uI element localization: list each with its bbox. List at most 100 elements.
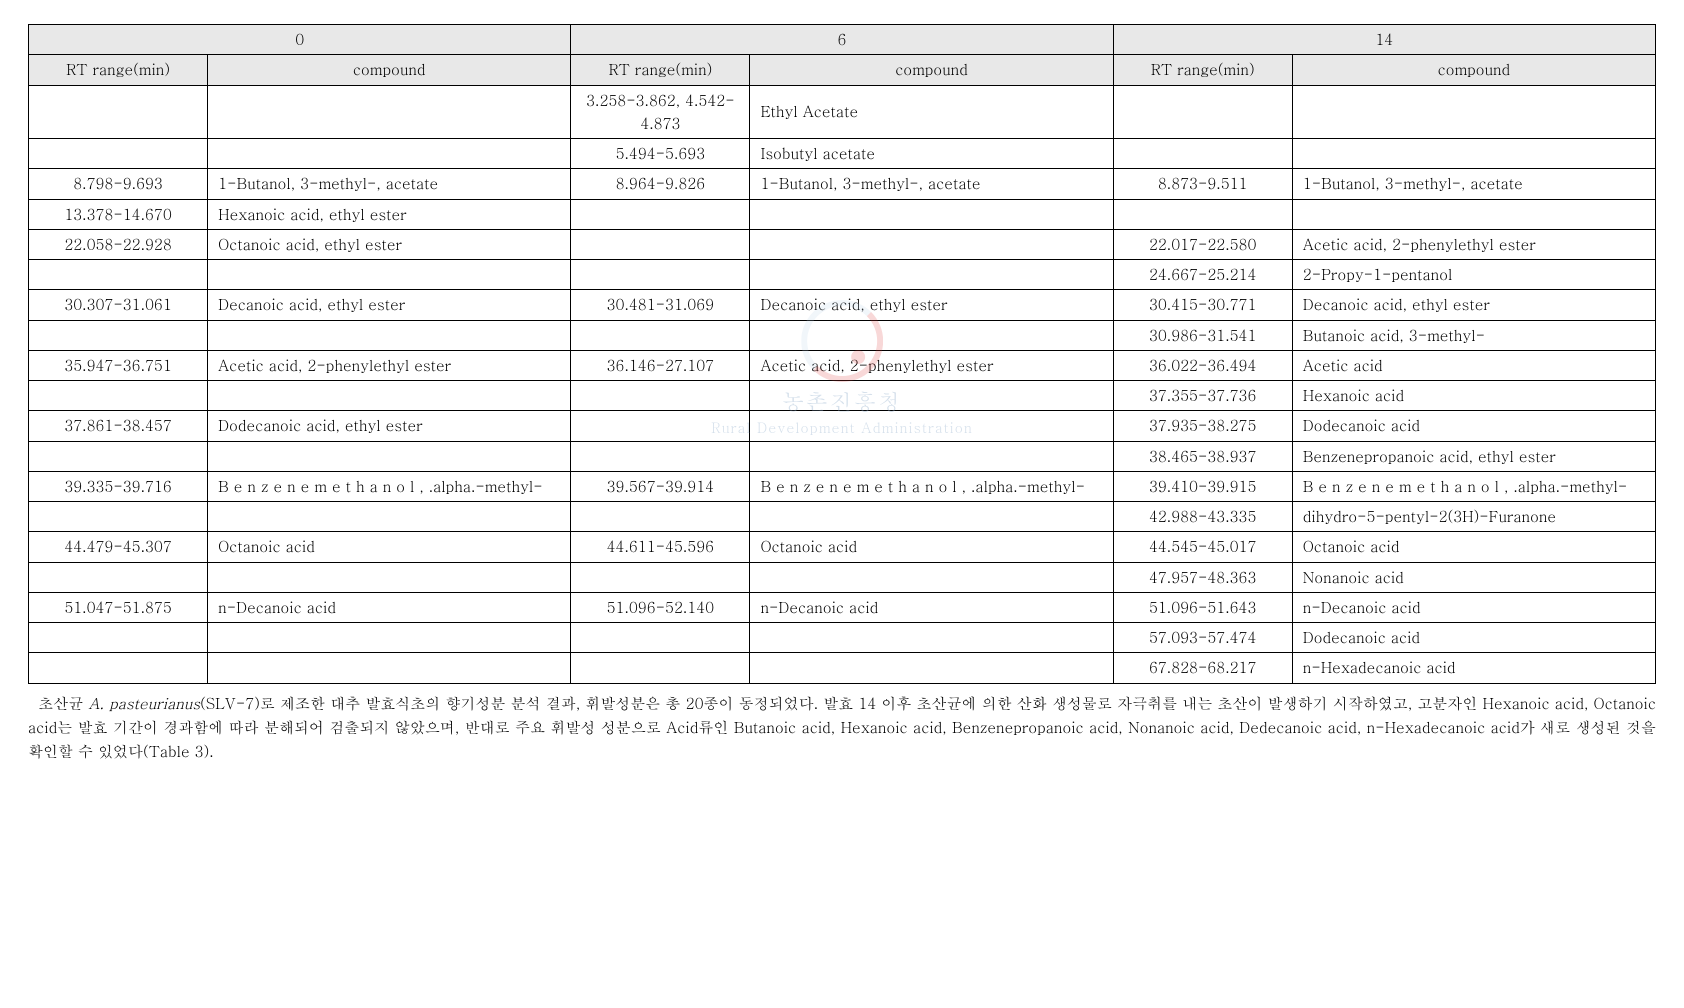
compound-cell: Nonanoic acid	[1292, 562, 1655, 592]
rt-cell: 51.096-52.140	[571, 592, 750, 622]
rt-cell: 51.047-51.875	[29, 592, 208, 622]
compound-cell: 2-Propy-1-pentanol	[1292, 260, 1655, 290]
rt-cell	[571, 320, 750, 350]
table-row: 57.093-57.474Dodecanoic acid	[29, 623, 1656, 653]
rt-cell	[1113, 199, 1292, 229]
compound-cell	[1292, 199, 1655, 229]
rt-cell: 22.017-22.580	[1113, 229, 1292, 259]
compound-cell	[208, 139, 571, 169]
rt-cell: 37.861-38.457	[29, 411, 208, 441]
compound-cell	[208, 502, 571, 532]
table-header-row-sub: RT range(min) compound RT range(min) com…	[29, 55, 1656, 85]
subheader-compound: compound	[750, 55, 1113, 85]
compound-cell: Acetic acid, 2-phenylethyl ester	[208, 350, 571, 380]
rt-cell: 35.947-36.751	[29, 350, 208, 380]
table-row: 37.355-37.736Hexanoic acid	[29, 381, 1656, 411]
rt-cell: 44.611-45.596	[571, 532, 750, 562]
rt-cell: 37.935-38.275	[1113, 411, 1292, 441]
table-row: 35.947-36.751Acetic acid, 2-phenylethyl …	[29, 350, 1656, 380]
rt-cell	[29, 653, 208, 683]
compound-cell	[208, 441, 571, 471]
compound-cell: Octanoic acid	[1292, 532, 1655, 562]
rt-cell: 37.355-37.736	[1113, 381, 1292, 411]
compound-cell: Dodecanoic acid	[1292, 623, 1655, 653]
rt-cell: 39.567-39.914	[571, 471, 750, 501]
compound-cell	[208, 562, 571, 592]
table-row: 3.258-3.862, 4.542-4.873Ethyl Acetate	[29, 85, 1656, 139]
compound-table: 0 6 14 RT range(min) compound RT range(m…	[28, 24, 1656, 684]
compound-cell	[750, 199, 1113, 229]
table-row: 42.988-43.335dihydro-5-pentyl-2(3H)-Fura…	[29, 502, 1656, 532]
table-row: 39.335-39.716 B e n z e n e m e t h a n o…	[29, 471, 1656, 501]
compound-cell: Decanoic acid, ethyl ester	[208, 290, 571, 320]
compound-cell: n-Decanoic acid	[750, 592, 1113, 622]
compound-cell: B e n z e n e m e t h a n o l , .alpha.-…	[750, 471, 1113, 501]
rt-cell	[571, 623, 750, 653]
compound-cell	[750, 441, 1113, 471]
rt-cell: 44.479-45.307	[29, 532, 208, 562]
caption-paragraph: 초산균 A. pasteurianus(SLV-7)로 제조한 대추 발효식초의…	[28, 692, 1656, 764]
table-row: 38.465-38.937Benzenepropanoic acid, ethy…	[29, 441, 1656, 471]
table-row: 24.667-25.2142-Propy-1-pentanol	[29, 260, 1656, 290]
compound-cell	[750, 229, 1113, 259]
rt-cell	[571, 229, 750, 259]
rt-cell: 30.415-30.771	[1113, 290, 1292, 320]
caption-prefix: 초산균	[38, 693, 88, 714]
caption-rest: (SLV-7)로 제조한 대추 발효식초의 향기성분 분석 결과, 휘발성분은 …	[28, 693, 1656, 762]
table-row: 22.058-22.928Octanoic acid, ethyl ester 2…	[29, 229, 1656, 259]
compound-cell: Octanoic acid, ethyl ester	[208, 229, 571, 259]
compound-cell: Isobutyl acetate	[750, 139, 1113, 169]
group-header-14: 14	[1113, 25, 1655, 55]
rt-cell: 24.667-25.214	[1113, 260, 1292, 290]
compound-cell: Dodecanoic acid, ethyl ester	[208, 411, 571, 441]
compound-cell	[750, 502, 1113, 532]
table-row: 67.828-68.217n-Hexadecanoic acid	[29, 653, 1656, 683]
rt-cell: 47.957-48.363	[1113, 562, 1292, 592]
table-row: 37.861-38.457Dodecanoic acid, ethyl este…	[29, 411, 1656, 441]
compound-cell: Benzenepropanoic acid, ethyl ester	[1292, 441, 1655, 471]
rt-cell	[571, 411, 750, 441]
compound-cell: n-Decanoic acid	[1292, 592, 1655, 622]
table-row: 44.479-45.307Octanoic acid44.611-45.596O…	[29, 532, 1656, 562]
rt-cell: 38.465-38.937	[1113, 441, 1292, 471]
rt-cell: 44.545-45.017	[1113, 532, 1292, 562]
rt-cell	[29, 381, 208, 411]
rt-cell: 36.022-36.494	[1113, 350, 1292, 380]
rt-cell: 30.986-31.541	[1113, 320, 1292, 350]
group-header-0: 0	[29, 25, 571, 55]
compound-cell	[208, 381, 571, 411]
table-body: 3.258-3.862, 4.542-4.873Ethyl Acetate5.4…	[29, 85, 1656, 683]
rt-cell: 22.058-22.928	[29, 229, 208, 259]
subheader-rt: RT range(min)	[571, 55, 750, 85]
group-header-6: 6	[571, 25, 1113, 55]
compound-cell	[750, 260, 1113, 290]
compound-cell	[208, 260, 571, 290]
rt-cell: 3.258-3.862, 4.542-4.873	[571, 85, 750, 139]
rt-cell	[29, 85, 208, 139]
compound-cell: n-Decanoic acid	[208, 592, 571, 622]
table-row: 13.378-14.670Hexanoic acid, ethyl ester	[29, 199, 1656, 229]
rt-cell	[571, 562, 750, 592]
compound-cell	[1292, 139, 1655, 169]
rt-cell	[29, 502, 208, 532]
rt-cell: 5.494-5.693	[571, 139, 750, 169]
rt-cell	[1113, 139, 1292, 169]
rt-cell: 39.335-39.716	[29, 471, 208, 501]
subheader-compound: compound	[1292, 55, 1655, 85]
subheader-rt: RT range(min)	[29, 55, 208, 85]
rt-cell	[571, 502, 750, 532]
subheader-compound: compound	[208, 55, 571, 85]
compound-cell: Octanoic acid	[208, 532, 571, 562]
rt-cell: 42.988-43.335	[1113, 502, 1292, 532]
compound-cell: Octanoic acid	[750, 532, 1113, 562]
compound-cell: B e n z e n e m e t h a n o l , .alpha.-…	[1292, 471, 1655, 501]
rt-cell	[29, 562, 208, 592]
caption-italic-species: A. pasteurianus	[89, 693, 201, 714]
compound-cell: Decanoic acid, ethyl ester	[750, 290, 1113, 320]
compound-cell: 1-Butanol, 3-methyl-, acetate	[208, 169, 571, 199]
table-row: 8.798-9.6931-Butanol, 3-methyl-, acetate…	[29, 169, 1656, 199]
rt-cell: 30.481-31.069	[571, 290, 750, 320]
rt-cell: 8.798-9.693	[29, 169, 208, 199]
compound-cell	[750, 653, 1113, 683]
compound-cell: Acetic acid	[1292, 350, 1655, 380]
